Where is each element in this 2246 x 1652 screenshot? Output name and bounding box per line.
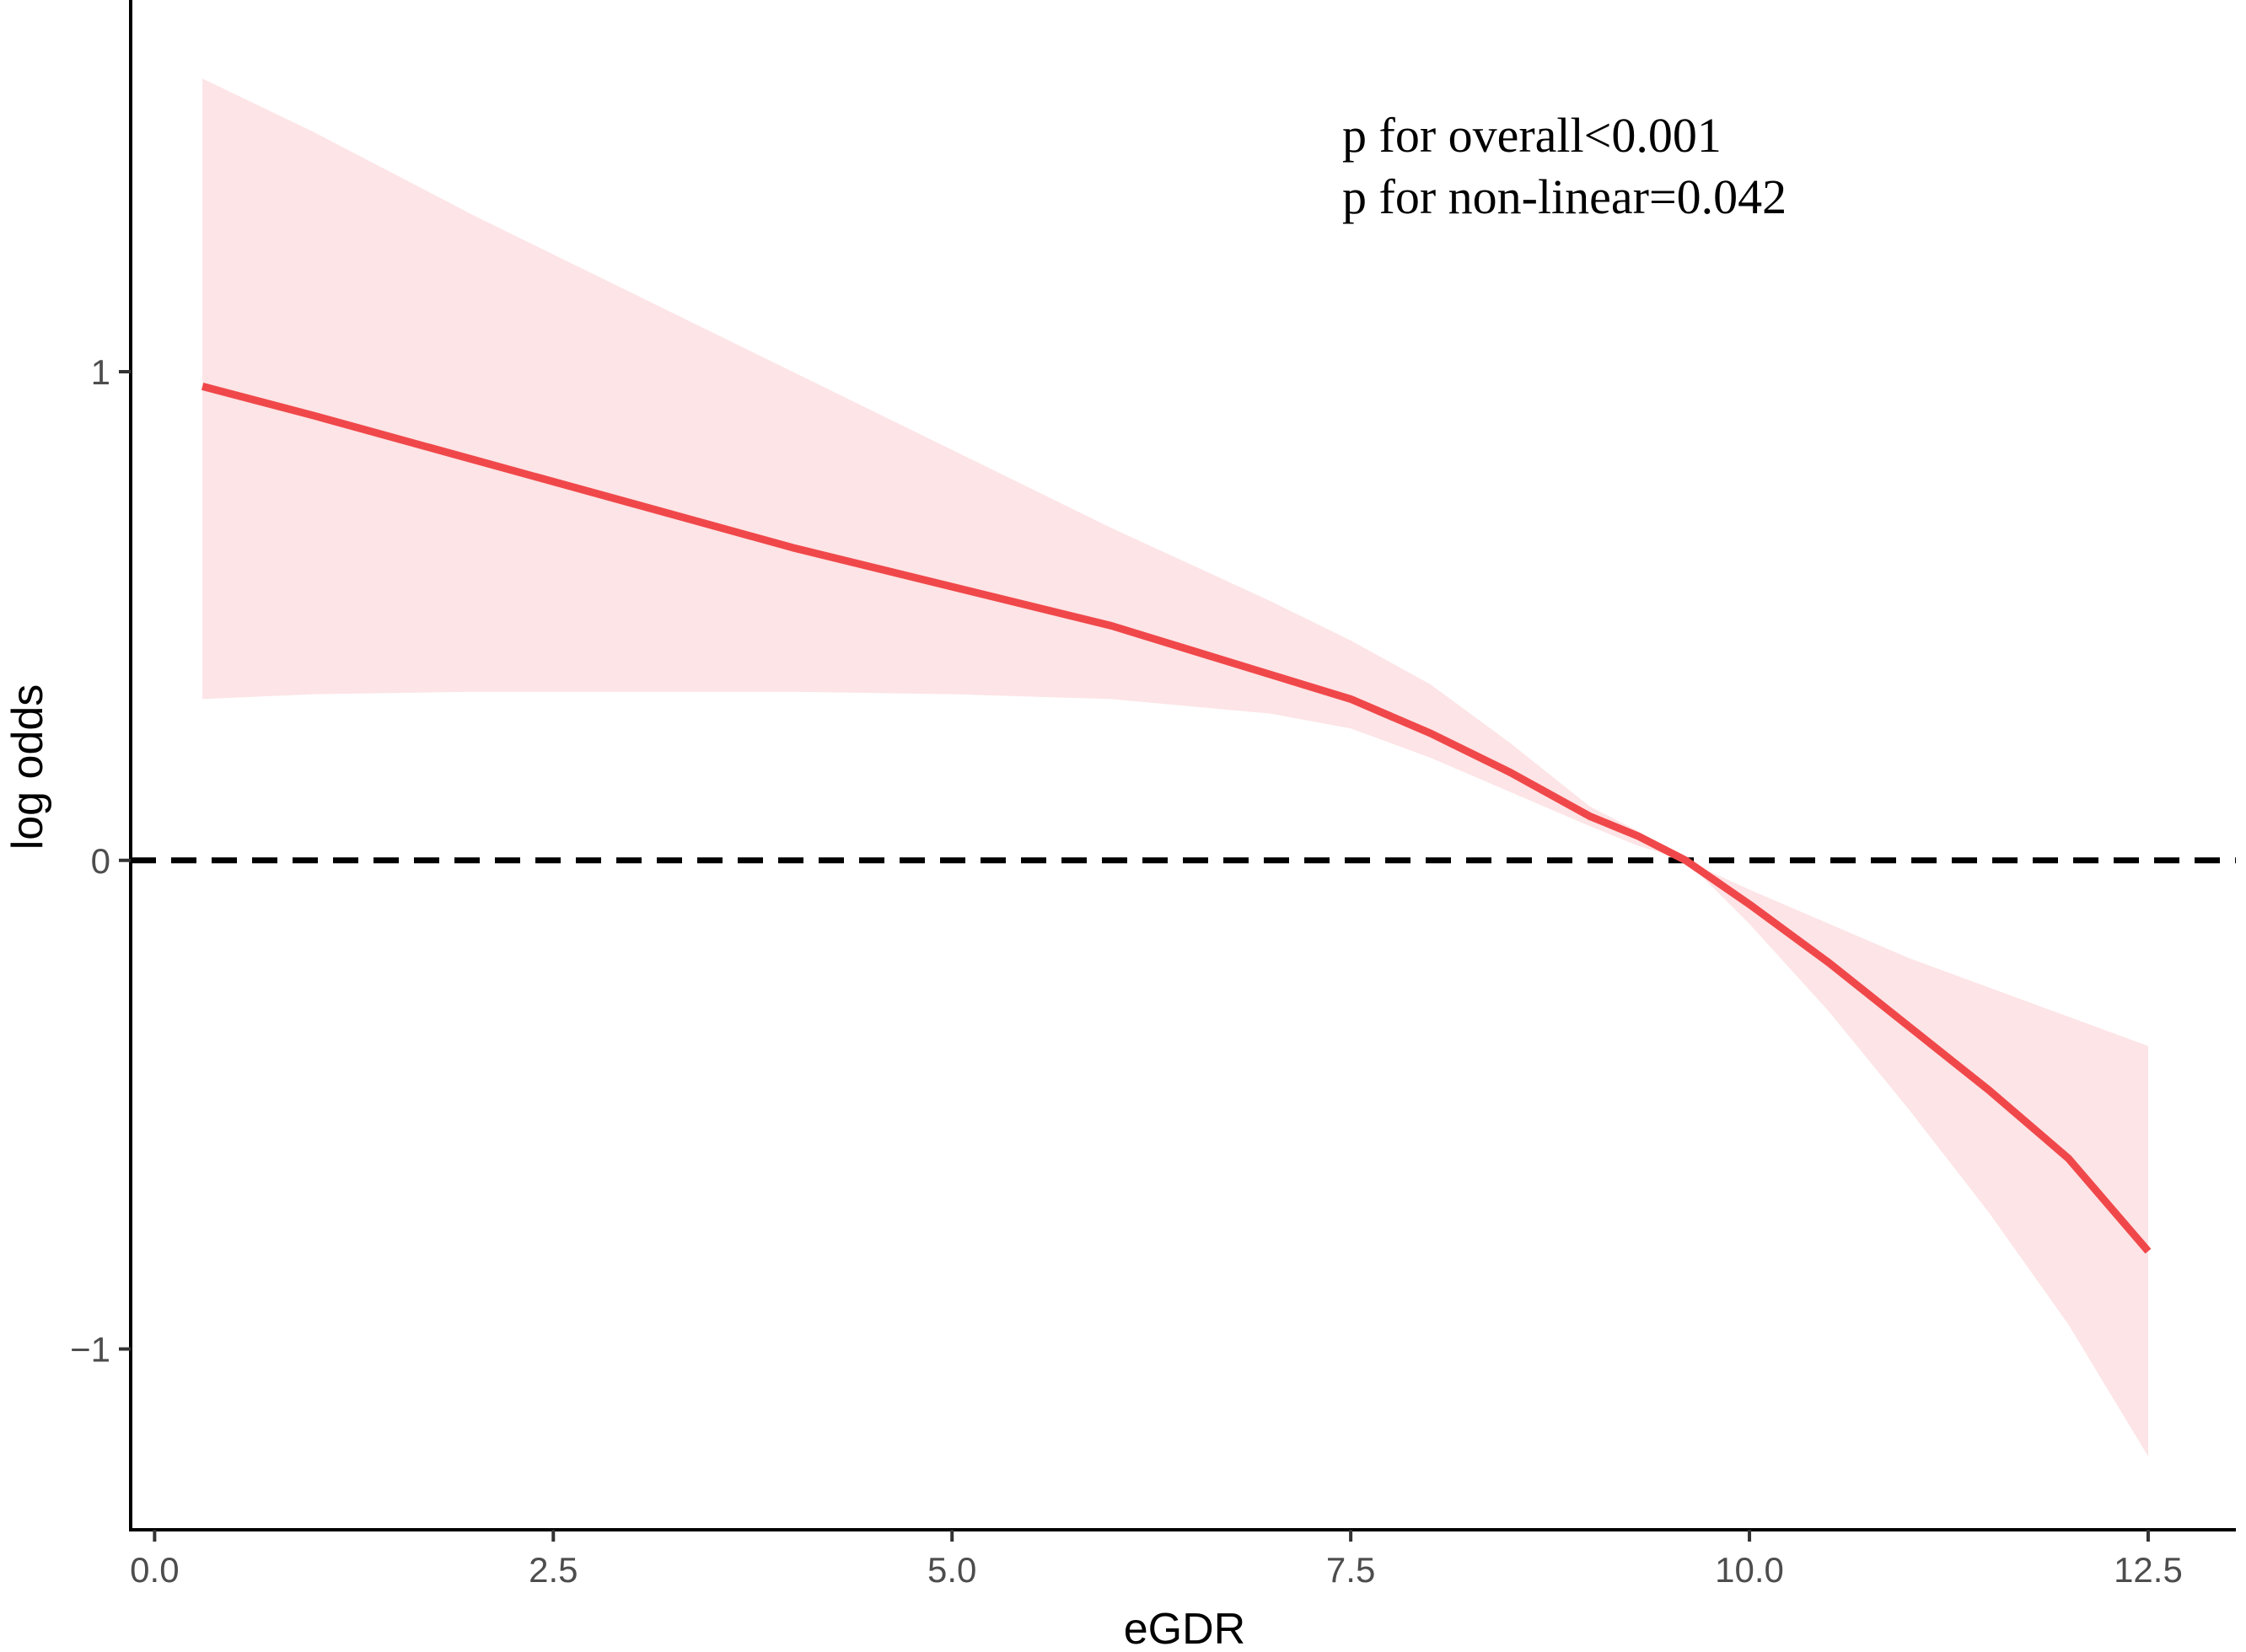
x-tick-label: 7.5 xyxy=(1326,1550,1375,1590)
annotation-overall-p: p for overall<0.001 xyxy=(1342,108,1722,163)
y-tick-label: −1 xyxy=(70,1329,110,1369)
annotation-nonlinear-p: p for non-linear=0.042 xyxy=(1342,169,1787,224)
y-axis-title: log odds xyxy=(3,684,52,850)
y-tick-label: 1 xyxy=(91,352,110,392)
x-tick-label: 12.5 xyxy=(2114,1550,2183,1590)
confidence-band xyxy=(202,78,2148,1457)
x-tick-label: 10.0 xyxy=(1715,1550,1784,1590)
x-tick-label: 0.0 xyxy=(130,1550,179,1590)
x-tick-label: 5.0 xyxy=(927,1550,976,1590)
x-tick-label: 2.5 xyxy=(529,1550,578,1590)
x-axis-title: eGDR xyxy=(1124,1605,1245,1652)
y-tick-label: 0 xyxy=(91,841,110,881)
series-line xyxy=(201,383,2152,1254)
